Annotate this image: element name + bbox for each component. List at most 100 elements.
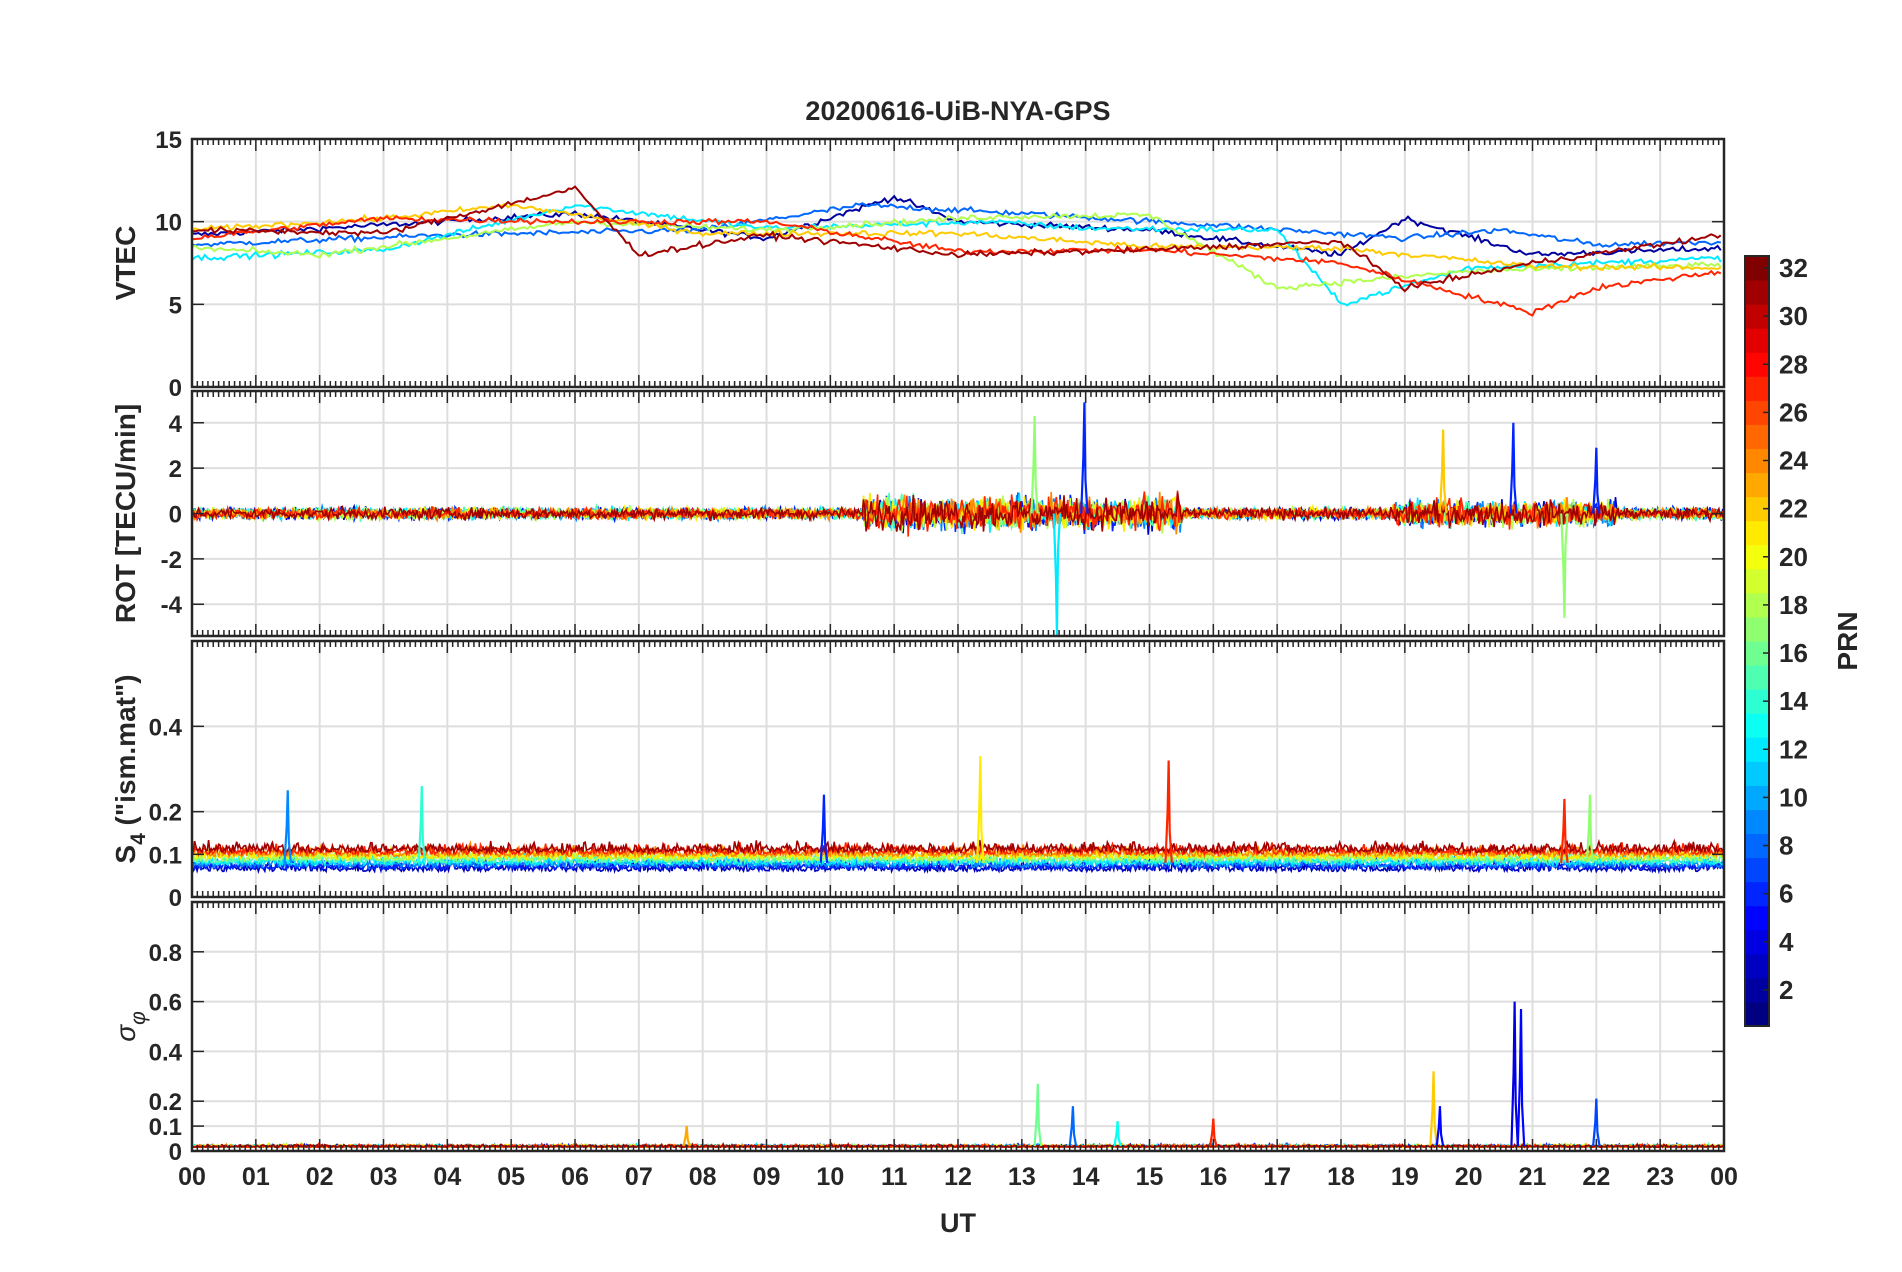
chart-title: 20200616-UiB-NYA-GPS <box>805 96 1110 126</box>
y-axis-label-main: σ <box>110 1024 141 1042</box>
vtec-series-prn-22 <box>192 202 1722 272</box>
y-axis-label-sigma_phi: σφ <box>110 1011 150 1042</box>
x-tick-label: 19 <box>1391 1163 1419 1191</box>
colorbar-swatch <box>1745 520 1769 546</box>
rot-peak-prn-6 <box>1080 402 1089 514</box>
x-tick-label: 15 <box>1136 1163 1164 1191</box>
vtec-series-prn-18 <box>192 212 1722 291</box>
s4-peak-prn-27 <box>1560 798 1569 863</box>
ticks-sigma_phi <box>191 902 1725 1152</box>
x-tick-label: 00 <box>1710 1163 1738 1191</box>
colorbar-swatch <box>1745 616 1769 642</box>
x-tick-label: 10 <box>816 1163 844 1191</box>
x-tick-label: 02 <box>306 1163 334 1191</box>
colorbar-tick-label: 14 <box>1779 686 1808 716</box>
y-tick-label: 15 <box>155 127 182 154</box>
x-tick-label: 22 <box>1582 1163 1610 1191</box>
colorbar-tick-label: 22 <box>1779 494 1808 524</box>
panel-rot: -4 -2 0 2 4 ROT [TECU/min] <box>110 389 1726 638</box>
x-tick-label: 23 <box>1646 1163 1674 1191</box>
colorbar-swatch <box>1745 809 1769 834</box>
s4-series-prn-27 <box>192 840 1724 858</box>
y-axis-label-sub: φ <box>127 1011 150 1025</box>
colorbar-swatch <box>1745 857 1769 883</box>
sigma_phi-peak-prn-16 <box>1033 1083 1043 1147</box>
x-tick-label: 01 <box>242 1163 270 1191</box>
x-tick-label: 06 <box>561 1163 589 1191</box>
series-rot <box>192 402 1724 636</box>
s4-peak-prn-9 <box>283 790 293 863</box>
y-tick-label: 0.4 <box>149 1039 183 1066</box>
colorbar-tick-label: 32 <box>1779 253 1808 283</box>
y-tick-label: 0.2 <box>149 800 182 827</box>
colorbar-tick-label: 10 <box>1779 782 1808 812</box>
rot-peak-prn-17 <box>1560 513 1569 618</box>
x-tick-label: 20 <box>1455 1163 1483 1191</box>
colorbar-tick-label: 28 <box>1779 349 1808 379</box>
sigma_phi-peak-prn-5 <box>1516 1009 1526 1147</box>
y-axis-label-rest: ("ism.mat") <box>110 674 141 833</box>
rot-peak-prn-6 <box>1509 422 1518 514</box>
colorbar-swatch <box>1745 376 1769 401</box>
sigma_phi-peak-prn-8 <box>1068 1106 1078 1147</box>
y-axis-label-s4: S4 ("ism.mat") <box>110 674 150 863</box>
ticks-s4 <box>191 641 1725 898</box>
y-tick-label: 0 <box>169 502 182 529</box>
ticks-rot <box>191 391 1725 636</box>
series-vtec <box>192 185 1722 317</box>
x-tick-label: 18 <box>1327 1163 1355 1191</box>
rot-series-prn-31 <box>192 492 1724 532</box>
colorbar-swatch <box>1745 905 1769 931</box>
y-tick-label: -2 <box>161 547 182 574</box>
panel-s4: 00.10.20.4S4 ("ism.mat") <box>110 639 1726 912</box>
colorbar-swatch <box>1745 665 1769 690</box>
y-tick-label: 10 <box>155 210 182 237</box>
sigma_phi-peak-prn-7 <box>1592 1098 1601 1147</box>
panel-vtec: 0 5 10 15 VTEC <box>110 127 1726 402</box>
panel-sigma_phi: 00.10.2 0.4 0.6 0.8 σφ <box>110 900 1726 1166</box>
sigma_phi-peak-prn-23 <box>682 1125 691 1147</box>
sigma_phi-peak-prn-13 <box>1113 1121 1122 1147</box>
y-axis-label-vtec: VTEC <box>110 226 141 301</box>
colorbar-frame <box>1744 255 1770 1027</box>
colorbar-swatch <box>1745 713 1769 738</box>
s4-peak-prn-17 <box>1585 794 1595 863</box>
rot-peak-prn-12 <box>1052 513 1062 636</box>
s4-peak-prn-6 <box>819 794 829 863</box>
x-tick-labels: 00 01 02 03 04 05 06 07 08 09 10 11 12 13 14 15 16 17 18 19… <box>178 1163 1738 1191</box>
x-tick-label: 03 <box>370 1163 398 1191</box>
x-tick-label: 05 <box>497 1163 525 1191</box>
colorbar-swatch <box>1745 1001 1769 1027</box>
x-tick-label: 09 <box>753 1163 781 1191</box>
colorbar-tick-label: 8 <box>1779 831 1793 861</box>
colorbar-tick-label: 18 <box>1779 590 1808 620</box>
y-tick-label: 0 <box>169 885 182 912</box>
s4-peak-prn-14 <box>417 786 427 863</box>
x-tick-label: 04 <box>433 1163 461 1191</box>
series-s4 <box>192 756 1724 875</box>
s4-peak-prn-27 <box>1164 760 1173 863</box>
y-tick-label: 0.8 <box>149 940 182 967</box>
colorbar-swatch <box>1745 953 1769 979</box>
y-tick-label: 0.6 <box>149 990 182 1017</box>
y-tick-label: 0.1 <box>149 842 182 869</box>
x-tick-label: 11 <box>881 1163 908 1191</box>
colorbar-swatch <box>1745 568 1769 594</box>
y-tick-label: 5 <box>169 292 182 319</box>
colorbar-tick-label: 16 <box>1779 638 1808 668</box>
y-tick-label: 0.1 <box>149 1114 182 1141</box>
colorbar-swatch <box>1745 472 1769 498</box>
s4-peak-prn-21 <box>976 756 985 863</box>
x-tick-label: 00 <box>178 1163 206 1191</box>
rot-peak-prn-6 <box>1592 447 1601 514</box>
x-tick-label: 16 <box>1199 1163 1227 1191</box>
colorbar-tick-label: 24 <box>1779 446 1808 476</box>
colorbar-swatch <box>1745 280 1769 305</box>
colorbar-tick-label: 12 <box>1779 734 1808 764</box>
ticks-vtec <box>191 138 1725 388</box>
sigma_phi-peak-prn-22 <box>1429 1071 1438 1147</box>
vtec-series-prn-27 <box>192 214 1722 317</box>
